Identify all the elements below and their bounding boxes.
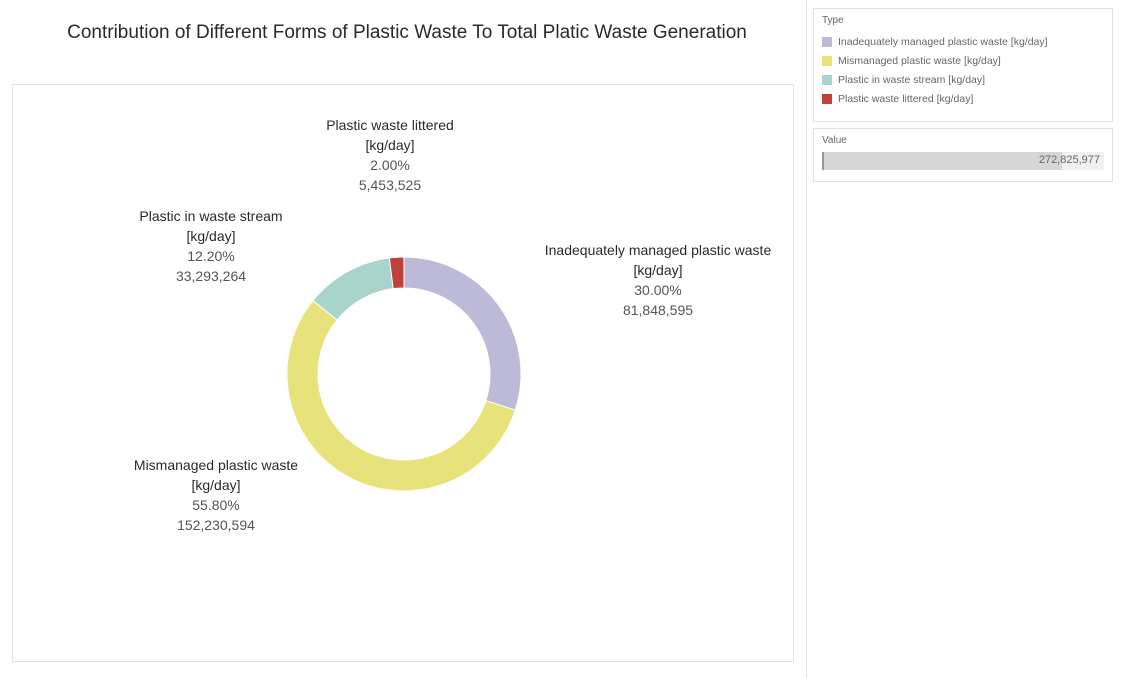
legend-label: Plastic in waste stream [kg/day] (838, 73, 986, 86)
slice-littered[interactable] (388, 256, 405, 290)
slice-label-percent: 12.20% (187, 248, 235, 264)
slice-label-unit: [kg/day] (191, 477, 241, 493)
slice-label-unit: [kg/day] (186, 228, 236, 244)
slice-label-percent: 55.80% (192, 497, 240, 513)
legend-item[interactable]: Inadequately managed plastic waste [kg/d… (822, 32, 1104, 51)
slice-label-value: 81,848,595 (622, 302, 694, 318)
legend-label: Mismanaged plastic waste [kg/day] (838, 54, 1001, 67)
panel-divider (806, 0, 807, 678)
slice-label-name: Plastic waste littered (326, 117, 454, 133)
legend-swatch (822, 36, 832, 47)
legend-label: Inadequately managed plastic waste [kg/d… (838, 35, 1048, 48)
legend-swatch (822, 93, 832, 104)
slice-label-mismanaged: Mismanaged plastic waste [kg/day] 55.80%… (98, 455, 334, 535)
slice-label-name: Mismanaged plastic waste (133, 457, 299, 473)
legend-swatch (822, 55, 832, 66)
chart-title: Contribution of Different Forms of Plast… (67, 22, 747, 43)
slice-label-unit: [kg/day] (365, 137, 415, 153)
legend-item[interactable]: Mismanaged plastic waste [kg/day] (822, 51, 1104, 70)
legend-panel: Type Inadequately managed plastic waste … (813, 8, 1113, 122)
value-range-slider[interactable]: 272,825,977 (822, 152, 1104, 170)
donut-chart (286, 256, 522, 492)
slice-label-value: 152,230,594 (177, 517, 255, 533)
legend-item[interactable]: Plastic in waste stream [kg/day] (822, 70, 1104, 89)
slice-label-waste-stream: Plastic in waste stream [kg/day] 12.20% … (98, 206, 324, 286)
chart-area: Plastic waste littered [kg/day] 2.00% 5,… (12, 84, 794, 662)
slice-label-unit: [kg/day] (633, 262, 683, 278)
value-filter-panel: Value 272,825,977 (813, 128, 1113, 182)
slice-waste-stream[interactable] (312, 257, 394, 321)
legend-item[interactable]: Plastic waste littered [kg/day] (822, 89, 1104, 108)
legend-label: Plastic waste littered [kg/day] (838, 92, 974, 105)
slice-inadequately-managed[interactable] (403, 256, 522, 411)
slice-label-littered: Plastic waste littered [kg/day] 2.00% 5,… (268, 115, 512, 195)
slice-label-value: 33,293,264 (175, 268, 247, 284)
slice-label-percent: 2.00% (370, 157, 410, 173)
legend-title: Type (822, 15, 844, 26)
legend-swatch (822, 74, 832, 85)
value-slider-fill (822, 152, 1062, 170)
slice-mismanaged[interactable] (286, 299, 516, 492)
slice-label-name: Inadequately managed plastic waste (544, 242, 772, 258)
value-filter-max-value: 272,825,977 (1038, 154, 1100, 166)
slice-label-value: 5,453,525 (358, 177, 422, 193)
value-filter-title: Value (822, 135, 847, 146)
slice-label-name: Plastic in waste stream (139, 208, 283, 224)
slice-label-inadequately-managed: Inadequately managed plastic waste [kg/d… (521, 240, 795, 320)
slice-label-percent: 30.00% (634, 282, 682, 298)
